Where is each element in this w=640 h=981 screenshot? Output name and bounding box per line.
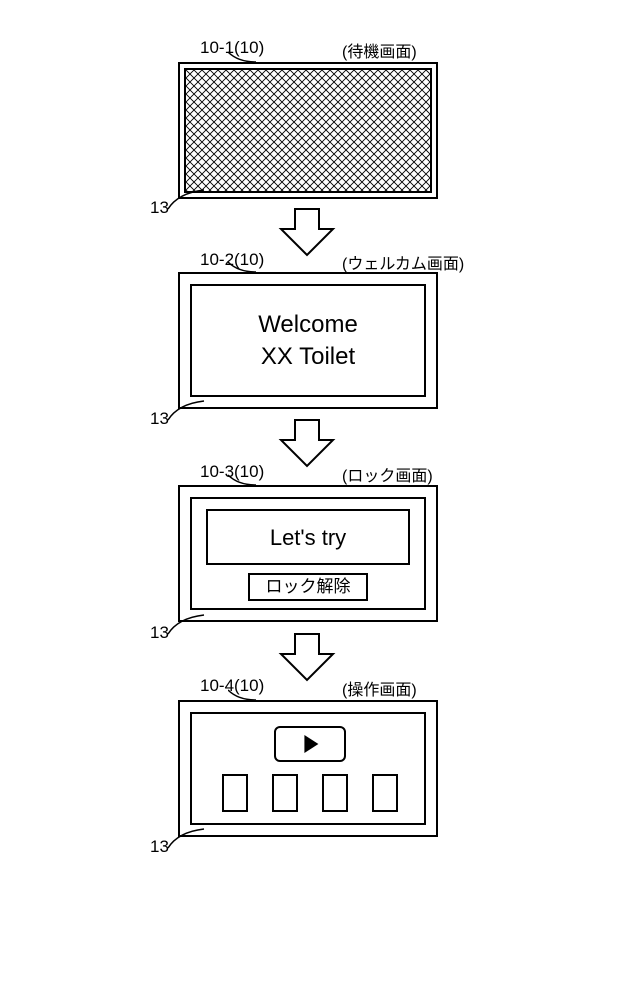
leader-13-1 xyxy=(166,187,206,211)
screen-lock: Let's try ロック解除 xyxy=(178,485,438,622)
leader-10-1 xyxy=(228,48,258,66)
control-slot-4[interactable] xyxy=(372,774,398,812)
leader-13-4 xyxy=(166,826,206,850)
leader-10-3 xyxy=(228,471,258,489)
control-inner xyxy=(190,712,426,825)
standby-hatch-fill xyxy=(184,68,432,193)
lock-text-box: Let's try xyxy=(206,509,410,565)
arrow-2 xyxy=(277,418,337,468)
lock-inner: Let's try ロック解除 xyxy=(190,497,426,610)
control-slot-3[interactable] xyxy=(322,774,348,812)
play-button[interactable] xyxy=(274,726,346,762)
unlock-button[interactable]: ロック解除 xyxy=(248,573,368,601)
caption-welcome: (ウェルカム画面) xyxy=(342,250,464,274)
control-slot-1[interactable] xyxy=(222,774,248,812)
leader-13-2 xyxy=(166,398,206,422)
caption-control: (操作画面) xyxy=(342,676,417,700)
leader-10-2 xyxy=(228,258,258,276)
caption-lock: (ロック画面) xyxy=(342,462,433,486)
arrow-1 xyxy=(277,207,337,257)
welcome-line1: Welcome xyxy=(192,310,424,340)
play-icon xyxy=(304,735,318,753)
control-slot-2[interactable] xyxy=(272,774,298,812)
lock-text: Let's try xyxy=(208,525,408,551)
caption-standby: (待機画面) xyxy=(342,38,417,62)
welcome-line2: XX Toilet xyxy=(192,342,424,372)
welcome-inner: Welcome XX Toilet xyxy=(190,284,426,397)
screen-welcome: Welcome XX Toilet xyxy=(178,272,438,409)
leader-13-3 xyxy=(166,612,206,636)
screen-standby xyxy=(178,62,438,199)
arrow-3 xyxy=(277,632,337,682)
screen-control xyxy=(178,700,438,837)
leader-10-4 xyxy=(228,686,258,704)
